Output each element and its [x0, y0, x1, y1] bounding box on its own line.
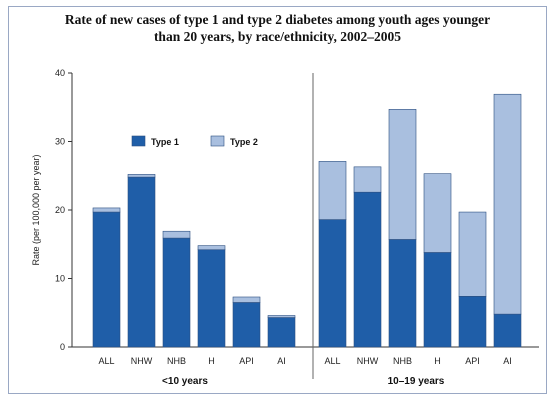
x-tick-label: API	[239, 356, 254, 366]
bar-type1	[232, 302, 261, 348]
bar-type1	[197, 249, 226, 348]
bar-type1	[388, 239, 417, 348]
bar-type1	[92, 211, 121, 348]
bar-type2	[423, 173, 452, 253]
bar-type2	[127, 174, 156, 178]
x-tick-label: NHW	[357, 356, 379, 366]
x-tick-label: ALL	[98, 356, 114, 366]
bar-type2	[232, 296, 261, 303]
bar-type1	[353, 191, 382, 348]
y-tick-label: 20	[55, 205, 65, 215]
legend-label: Type 2	[230, 137, 258, 147]
y-tick-label: 40	[55, 68, 65, 78]
bar-type2	[458, 211, 487, 297]
bar-type1	[127, 176, 156, 348]
x-tick-label: API	[465, 356, 480, 366]
x-tick-label: ALL	[324, 356, 340, 366]
x-tick-label: NHB	[167, 356, 186, 366]
group-label: <10 years	[162, 376, 208, 387]
legend-label: Type 1	[151, 137, 179, 147]
chart-figure: Rate of new cases of type 1 and type 2 d…	[8, 6, 547, 394]
chart-plot: 0 10 20 30 40 Rate (per 100,000 per year) ALL N…	[31, 68, 539, 387]
x-tick-label: H	[208, 356, 215, 366]
bar-type2	[353, 166, 382, 193]
group-label: 10–19 years	[388, 376, 445, 387]
x-tick-label: NHW	[131, 356, 153, 366]
bar-type2	[318, 161, 347, 220]
bar-type2	[493, 93, 522, 315]
chart-title-line-1: Rate of new cases of type 1 and type 2 d…	[64, 12, 491, 27]
bar-type1	[267, 317, 296, 348]
y-axis-label: Rate (per 100,000 per year)	[31, 154, 41, 265]
chart-title: Rate of new cases of type 1 and type 2 d…	[9, 11, 546, 45]
bar-type2	[162, 230, 191, 239]
y-tick-label: 30	[55, 137, 65, 147]
bar-type1	[162, 237, 191, 348]
x-tick-label: AI	[277, 356, 286, 366]
legend-swatch	[210, 135, 225, 147]
x-tick-label: AI	[503, 356, 512, 366]
bar-type2	[92, 207, 121, 213]
bar-type1	[318, 219, 347, 348]
bar-type2	[388, 109, 417, 240]
bar-type2	[267, 315, 296, 318]
bar-type1	[493, 313, 522, 348]
y-tick-label: 10	[55, 274, 65, 284]
bar-type2	[197, 245, 226, 251]
y-tick-label: 0	[60, 342, 65, 352]
x-tick-label: NHB	[393, 356, 412, 366]
bar-type1	[423, 252, 452, 348]
bar-type1	[458, 296, 487, 348]
x-tick-label: H	[434, 356, 441, 366]
chart-title-line-2: than 20 years, by race/ethnicity, 2002–2…	[153, 29, 402, 44]
legend-swatch	[131, 135, 146, 147]
